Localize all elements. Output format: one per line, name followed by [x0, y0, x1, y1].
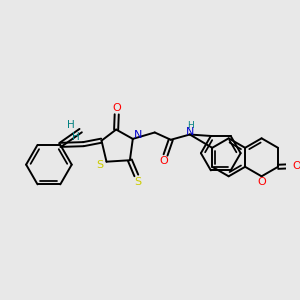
- Text: O: O: [257, 177, 266, 187]
- Text: O: O: [160, 156, 168, 167]
- Text: H: H: [72, 132, 80, 142]
- Text: S: S: [134, 177, 141, 187]
- Text: O: O: [292, 161, 300, 171]
- Text: N: N: [186, 127, 195, 137]
- Text: S: S: [97, 160, 104, 170]
- Text: H: H: [67, 120, 74, 130]
- Text: N: N: [134, 130, 142, 140]
- Text: H: H: [187, 121, 194, 130]
- Text: O: O: [112, 103, 121, 113]
